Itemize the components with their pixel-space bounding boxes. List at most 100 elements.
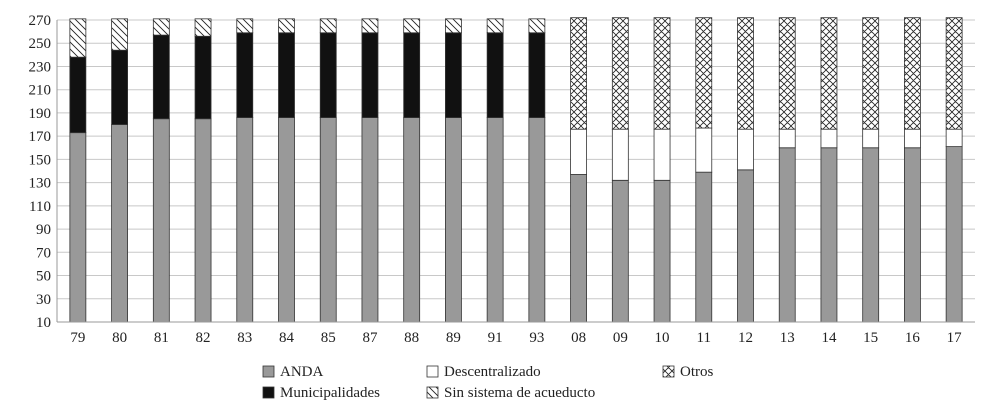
bar-segment-anda-81: [152, 118, 170, 323]
bar-segment-anda-09: [611, 179, 629, 323]
bar-segment-municipalidades-93: [528, 32, 546, 118]
bar-segment-sin-sistema-de-acueducto-84: [278, 18, 295, 34]
legend-swatch-municipalidades: [262, 386, 275, 399]
y-tick-label: 210: [29, 83, 52, 99]
legend-label: Descentralizado: [444, 364, 541, 380]
x-tick-label: 81: [154, 330, 169, 346]
x-tick-label: 88: [404, 330, 419, 346]
bar-segment-otros-08: [570, 17, 587, 130]
bar-segment-anda-79: [69, 132, 87, 323]
bar-segment-sin-sistema-de-acueducto-89: [445, 18, 462, 34]
bar-segment-municipalidades-83: [236, 32, 254, 118]
bar-segment-sin-sistema-de-acueducto-82: [194, 18, 212, 37]
bar-segment-descentralizado-12: [737, 128, 754, 171]
x-tick-label: 08: [571, 330, 586, 346]
x-tick-label: 17: [947, 330, 963, 346]
y-tick-label: 270: [29, 13, 52, 29]
y-tick-label: 150: [29, 152, 52, 168]
x-tick-label: 89: [446, 330, 461, 346]
bar-segment-municipalidades-82: [194, 35, 212, 120]
bar-segment-descentralizado-15: [862, 128, 880, 149]
bar-segment-anda-84: [278, 117, 295, 323]
bar-segment-anda-87: [361, 117, 379, 323]
x-tick-label: 16: [905, 330, 921, 346]
bar-segment-otros-10: [653, 17, 671, 130]
x-tick-label: 15: [863, 330, 878, 346]
bar-segment-municipalidades-81: [152, 34, 170, 120]
bar-segment-municipalidades-79: [69, 56, 87, 134]
x-tick-label: 82: [196, 330, 211, 346]
x-tick-label: 85: [321, 330, 336, 346]
bar-segment-descentralizado-16: [904, 128, 921, 149]
bar-segment-sin-sistema-de-acueducto-83: [236, 18, 254, 34]
bar-segment-municipalidades-88: [403, 32, 421, 118]
bar-segment-sin-sistema-de-acueducto-91: [486, 18, 504, 34]
bar-segment-anda-12: [737, 169, 754, 323]
y-tick-label: 250: [29, 36, 52, 52]
bar-segment-descentralizado-14: [820, 128, 838, 149]
bar-segment-descentralizado-09: [611, 128, 629, 181]
bar-segment-municipalidades-87: [361, 32, 379, 118]
bar-segment-municipalidades-84: [278, 32, 295, 118]
bar-segment-anda-13: [778, 147, 796, 323]
bar-segment-anda-89: [445, 117, 462, 323]
y-tick-label: 110: [29, 199, 51, 215]
y-tick-label: 130: [29, 176, 52, 192]
y-axis: 10 30 50 70 90 110 130 150 170 190 210 230 250 270: [29, 13, 58, 331]
legend: ANDA Descentralizado Otros Municipalidades S…: [262, 364, 713, 401]
bar-segment-anda-88: [403, 117, 421, 323]
y-tick-label: 170: [29, 129, 52, 145]
x-tick-label: 91: [488, 330, 503, 346]
bar-segment-anda-10: [653, 179, 671, 323]
bar-segment-municipalidades-85: [319, 32, 337, 118]
bar-segment-descentralizado-10: [653, 128, 671, 181]
bar-segment-anda-14: [820, 147, 838, 323]
bar-segment-sin-sistema-de-acueducto-79: [69, 18, 87, 58]
bar-segment-descentralizado-11: [695, 127, 713, 173]
bar-segment-descentralizado-17: [945, 128, 963, 148]
bar-segment-otros-14: [820, 17, 838, 130]
bar-segment-sin-sistema-de-acueducto-80: [111, 18, 128, 51]
y-tick-label: 70: [36, 245, 51, 261]
bar-segment-otros-16: [904, 17, 921, 130]
y-tick-label: 230: [29, 59, 52, 75]
bar-segment-sin-sistema-de-acueducto-93: [528, 18, 546, 34]
bar-segment-otros-13: [778, 17, 796, 130]
legend-swatch-sin-sistema-de-acueducto: [426, 386, 439, 399]
legend-swatch-anda: [262, 365, 275, 378]
x-tick-label: 09: [613, 330, 628, 346]
bar-segment-otros-17: [945, 17, 963, 130]
bars-group: [69, 17, 963, 323]
bar-segment-sin-sistema-de-acueducto-85: [319, 18, 337, 34]
x-tick-label: 14: [821, 330, 837, 346]
x-tick-label: 12: [738, 330, 753, 346]
x-tick-label: 10: [655, 330, 670, 346]
legend-swatch-otros: [662, 365, 675, 378]
y-tick-label: 50: [36, 269, 51, 285]
y-tick-label: 30: [36, 292, 51, 308]
bar-segment-sin-sistema-de-acueducto-81: [152, 18, 170, 36]
bar-segment-anda-93: [528, 117, 546, 323]
x-axis: 79 80 81 82 83 84 85 87 88 89 91 93 08 09 10 11 12 13 14 15…: [57, 321, 975, 346]
bar-segment-descentralizado-13: [778, 128, 796, 149]
x-tick-label: 83: [237, 330, 252, 346]
bar-segment-anda-80: [111, 124, 128, 323]
bar-segment-sin-sistema-de-acueducto-88: [403, 18, 421, 34]
x-tick-label: 84: [279, 330, 295, 346]
bar-segment-municipalidades-80: [111, 49, 128, 125]
x-tick-label: 93: [529, 330, 544, 346]
x-tick-label: 11: [697, 330, 711, 346]
bar-segment-sin-sistema-de-acueducto-87: [361, 18, 379, 34]
bar-segment-otros-12: [737, 17, 754, 130]
bar-segment-anda-08: [570, 174, 587, 323]
bar-segment-anda-85: [319, 117, 337, 323]
legend-label: Sin sistema de acueducto: [444, 385, 595, 401]
bar-segment-descentralizado-08: [570, 128, 587, 175]
bar-segment-anda-15: [862, 147, 880, 323]
legend-label: Otros: [680, 364, 713, 380]
legend-label: Municipalidades: [280, 385, 380, 401]
legend-label: ANDA: [280, 364, 323, 380]
bar-segment-otros-09: [611, 17, 629, 130]
bar-segment-otros-15: [862, 17, 880, 130]
